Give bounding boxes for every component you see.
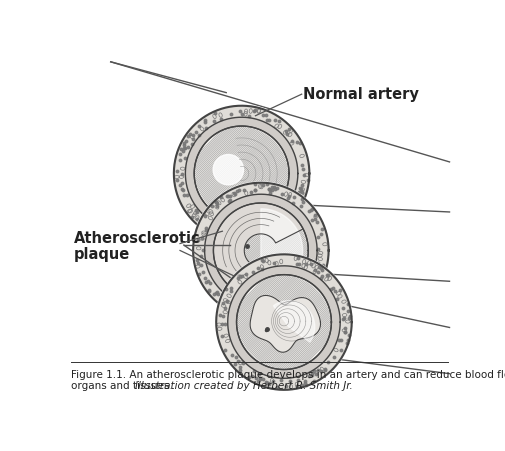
Circle shape <box>194 126 288 221</box>
Circle shape <box>193 183 328 318</box>
Circle shape <box>227 266 339 378</box>
Circle shape <box>173 105 310 242</box>
Circle shape <box>215 253 352 391</box>
Text: Normal artery: Normal artery <box>302 87 418 101</box>
Circle shape <box>213 155 243 185</box>
Text: organs and tissues.: organs and tissues. <box>71 381 175 391</box>
Text: Figure 1.1. An atherosclerotic plaque develops in an artery and can reduce blood: Figure 1.1. An atherosclerotic plaque de… <box>71 370 505 380</box>
Circle shape <box>236 275 331 369</box>
Circle shape <box>192 182 329 319</box>
Text: Atherosclerotic: Atherosclerotic <box>74 231 200 246</box>
Circle shape <box>204 194 317 307</box>
Text: plaque: plaque <box>74 247 130 262</box>
Polygon shape <box>273 301 314 342</box>
Text: Illustration created by Herbert R. Smith Jr.: Illustration created by Herbert R. Smith… <box>134 381 351 391</box>
Circle shape <box>213 203 308 298</box>
Circle shape <box>216 254 351 390</box>
Circle shape <box>174 106 309 241</box>
Polygon shape <box>249 295 320 352</box>
Circle shape <box>185 117 297 230</box>
Polygon shape <box>261 209 302 292</box>
Polygon shape <box>213 203 302 297</box>
